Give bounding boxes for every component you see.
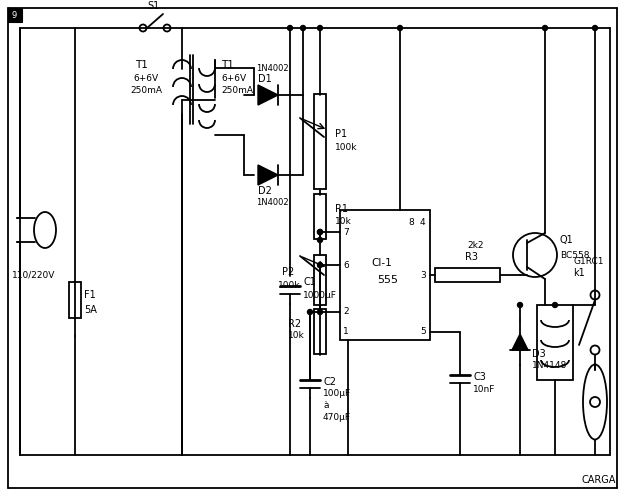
Text: 470μF: 470μF [323,412,351,421]
Text: 1: 1 [343,328,349,337]
Text: F1: F1 [84,290,96,300]
Text: 10k: 10k [335,217,352,226]
Text: à: à [323,401,329,410]
Text: 555: 555 [377,275,398,285]
Text: S1: S1 [147,1,159,11]
Text: C1: C1 [303,277,316,287]
Circle shape [318,230,322,235]
Text: 6+6V: 6+6V [221,74,246,83]
Bar [314,309,326,354]
Text: C2: C2 [323,377,336,387]
Text: 100μF: 100μF [323,389,351,398]
Text: R1: R1 [335,204,348,214]
Circle shape [308,309,312,315]
Text: 1N4148: 1N4148 [532,362,568,371]
Text: 8: 8 [408,218,414,227]
Circle shape [592,25,598,30]
Polygon shape [258,165,278,185]
Circle shape [288,25,292,30]
Text: CARGA: CARGA [581,475,616,485]
Text: 110/220V: 110/220V [12,270,56,279]
Text: P1: P1 [335,129,347,139]
Text: 1N4002: 1N4002 [256,198,289,207]
Circle shape [318,25,322,30]
Text: D1: D1 [258,74,272,84]
Text: 2k2: 2k2 [467,241,484,249]
Bar [435,268,500,282]
Text: 1N4002: 1N4002 [256,64,289,73]
Text: 250mA: 250mA [221,86,253,95]
Bar [537,305,573,380]
Bar [8,8,22,22]
Text: D2: D2 [258,186,272,196]
Circle shape [552,302,558,307]
Text: 5: 5 [420,328,426,337]
Text: 100k: 100k [278,280,301,289]
Circle shape [318,238,322,243]
Text: C3: C3 [473,372,486,382]
Text: Q1: Q1 [560,235,574,245]
Text: 1000μF: 1000μF [303,290,337,299]
Circle shape [318,262,322,267]
Text: BC558: BC558 [560,250,589,259]
Circle shape [398,25,402,30]
Bar [69,282,81,318]
Circle shape [301,25,306,30]
Text: 100k: 100k [335,142,357,151]
Text: R3: R3 [465,252,478,262]
Text: 250mA: 250mA [130,86,162,95]
Text: 5A: 5A [84,305,97,315]
Text: 10nF: 10nF [473,384,496,393]
Polygon shape [258,85,278,105]
Text: P2: P2 [282,267,294,277]
Text: 6+6V: 6+6V [133,74,158,83]
Text: T1: T1 [221,60,234,70]
Text: D3: D3 [532,349,546,359]
Circle shape [542,25,548,30]
Bar [314,94,326,189]
Bar [340,210,430,340]
Text: k1: k1 [573,268,585,278]
Text: 4: 4 [420,218,426,227]
Text: 3: 3 [420,270,426,279]
Polygon shape [512,334,528,350]
Text: T1: T1 [135,60,148,70]
Text: 10k: 10k [288,332,305,341]
Bar [314,255,326,305]
Text: R2: R2 [288,319,301,329]
Circle shape [318,309,322,315]
Text: G1RC1: G1RC1 [573,257,604,266]
Text: 7: 7 [343,228,349,237]
Text: CI-1: CI-1 [371,258,392,268]
Text: 9: 9 [11,10,16,19]
Text: 6: 6 [343,260,349,269]
Text: 2: 2 [343,307,349,317]
Bar [314,194,326,239]
Circle shape [518,302,522,307]
Circle shape [318,230,322,235]
